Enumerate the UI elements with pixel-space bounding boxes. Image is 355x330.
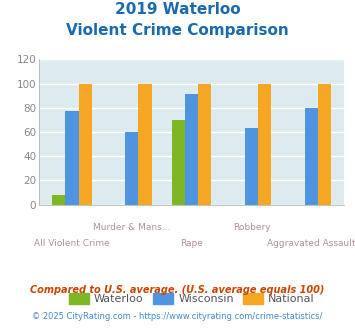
Bar	[172, 120, 185, 205]
Text: © 2025 CityRating.com - https://www.cityrating.com/crime-statistics/: © 2025 CityRating.com - https://www.city…	[32, 312, 323, 321]
Bar	[78, 83, 92, 205]
Text: 2019 Waterloo: 2019 Waterloo	[115, 2, 240, 16]
Text: Compared to U.S. average. (U.S. average equals 100): Compared to U.S. average. (U.S. average …	[30, 285, 325, 295]
Text: Robbery: Robbery	[233, 223, 271, 232]
Text: Violent Crime Comparison: Violent Crime Comparison	[66, 23, 289, 38]
Bar	[258, 83, 271, 205]
Bar	[52, 195, 65, 205]
Bar	[65, 112, 78, 205]
Bar	[318, 83, 331, 205]
Bar	[198, 83, 212, 205]
Bar	[125, 132, 138, 205]
Text: Aggravated Assault: Aggravated Assault	[267, 239, 355, 248]
Text: All Violent Crime: All Violent Crime	[34, 239, 110, 248]
Bar	[185, 94, 198, 205]
Bar	[305, 108, 318, 205]
Legend: Waterloo, Wisconsin, National: Waterloo, Wisconsin, National	[64, 288, 319, 309]
Bar	[245, 128, 258, 205]
Bar	[138, 83, 152, 205]
Text: Rape: Rape	[180, 239, 203, 248]
Text: Murder & Mans...: Murder & Mans...	[93, 223, 170, 232]
